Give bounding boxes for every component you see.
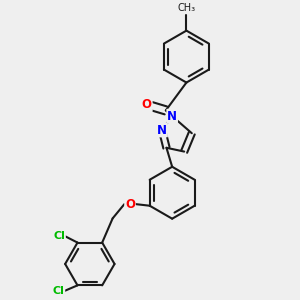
Text: N: N xyxy=(167,110,177,123)
Text: Cl: Cl xyxy=(53,231,65,241)
Text: Cl: Cl xyxy=(52,286,64,296)
Text: O: O xyxy=(125,198,135,211)
Text: CH₃: CH₃ xyxy=(177,3,196,13)
Text: N: N xyxy=(157,124,167,136)
Text: O: O xyxy=(142,98,152,111)
